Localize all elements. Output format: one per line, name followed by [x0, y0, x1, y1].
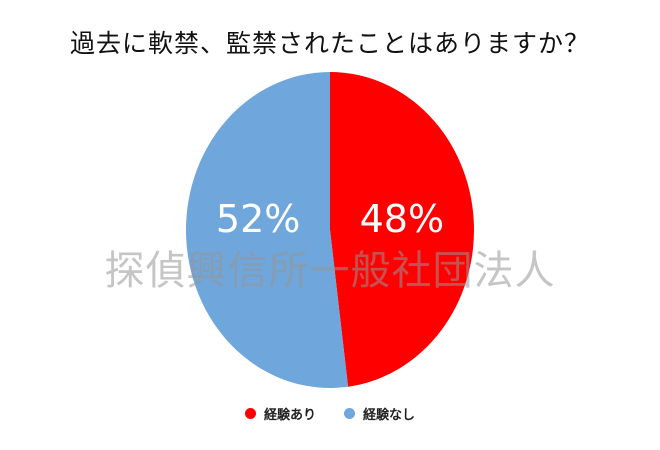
pie-label-experienced: 48%	[360, 197, 444, 241]
legend-item-experienced: 経験あり	[244, 404, 316, 423]
legend-item-not-experienced: 経験なし	[344, 404, 415, 423]
chart-title: 過去に軟禁、監禁されたことはありますか？	[69, 29, 590, 58]
legend-label-experienced: 経験あり	[263, 408, 316, 423]
legend-swatch-experienced	[244, 408, 256, 419]
legend-swatch-not-experienced	[344, 408, 355, 419]
pie-slice-not-experienced	[186, 72, 349, 388]
pie-slice-experienced	[330, 72, 475, 387]
legend-label-not-experienced: 経験なし	[363, 408, 416, 423]
legend: 経験あり 経験なし	[0, 404, 660, 423]
pie-label-not-experienced: 52%	[216, 197, 300, 241]
